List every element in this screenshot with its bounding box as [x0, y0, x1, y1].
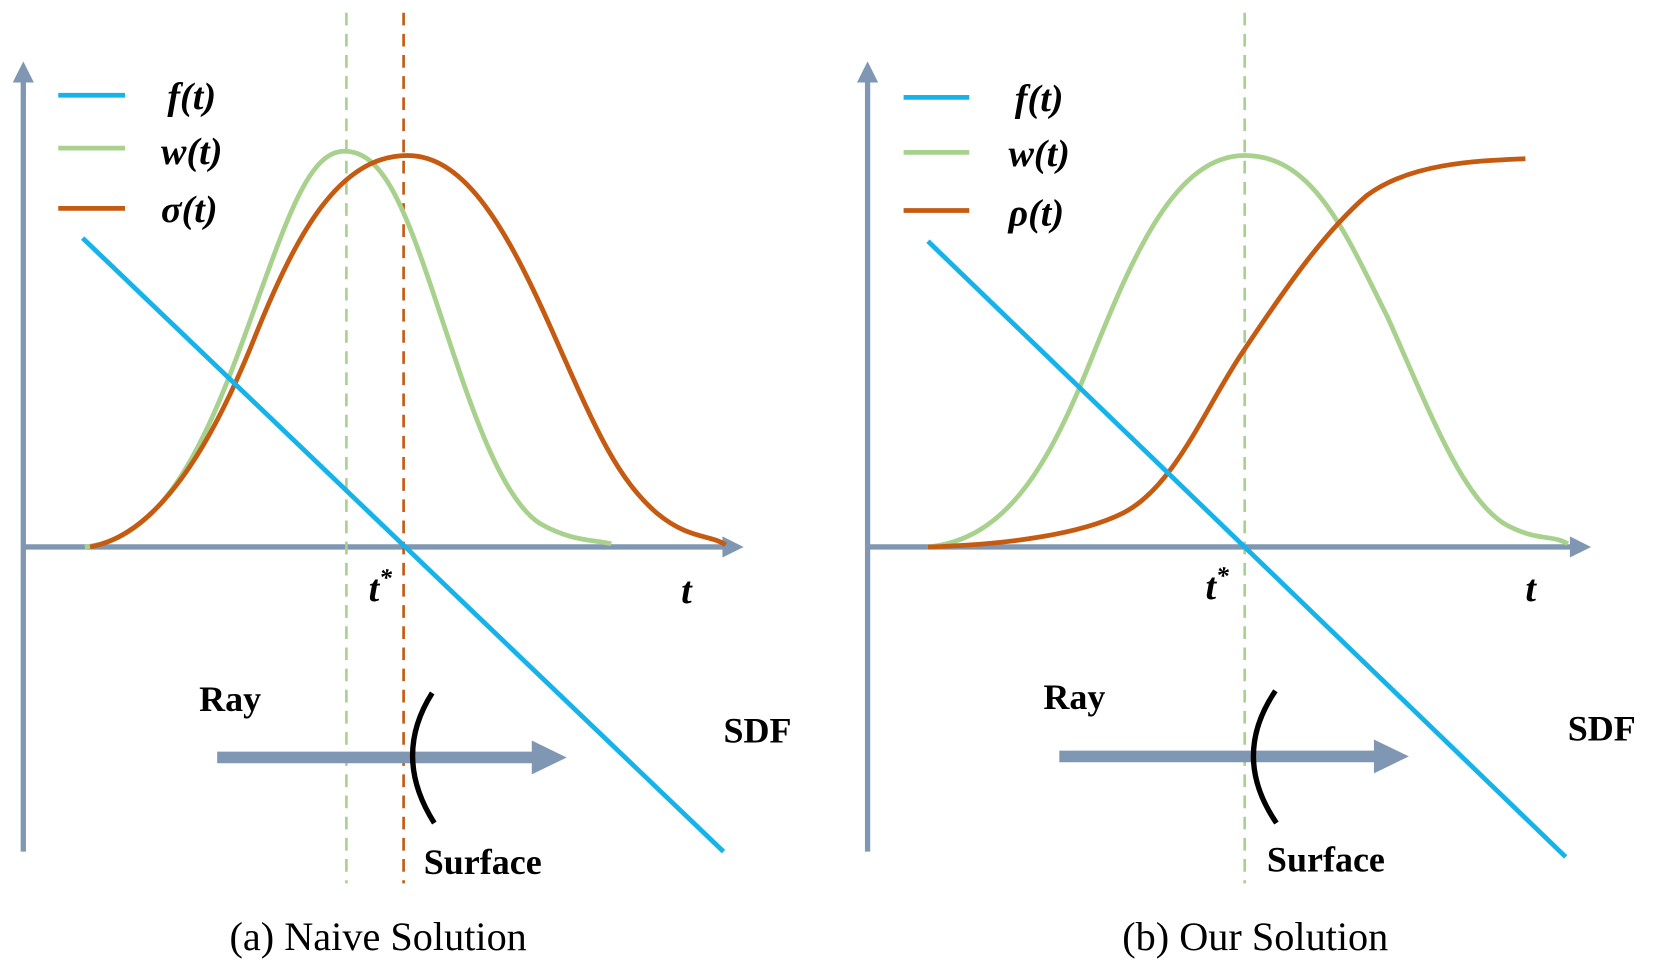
surface-label: Surface [424, 842, 542, 882]
t-star-base: t [1205, 566, 1217, 608]
caption: (b) Our Solution [1122, 914, 1388, 959]
surface-arc [409, 691, 437, 825]
t-star: t* [369, 564, 393, 610]
f-line [926, 239, 1568, 859]
ray-arrowhead [531, 740, 567, 775]
y-arrow [12, 61, 34, 83]
legend-label: ρ(t) [1007, 192, 1064, 234]
legend-label: w(t) [1008, 133, 1069, 175]
t-star-base: t [369, 568, 381, 610]
caption: (a) Naive Solution [230, 914, 527, 959]
t-star-sup: * [1216, 562, 1229, 590]
w-curve [84, 148, 612, 550]
legend-label: σ(t) [161, 189, 218, 231]
surface-label: Surface [1267, 840, 1385, 880]
f-line [80, 236, 726, 854]
panel-b: f(t) w(t) ρ(t) t* t Ray SDF Surface (b) … [856, 12, 1636, 959]
legend-label: f(t) [1015, 78, 1064, 120]
t-star-sup: * [379, 564, 392, 592]
legend-label: f(t) [167, 76, 216, 118]
surface-arc [1250, 689, 1279, 825]
ray-arrowhead [1373, 739, 1409, 774]
t-axis-label: t [1525, 568, 1537, 610]
t-axis-label: t [681, 570, 693, 612]
ray-label: Ray [199, 679, 261, 719]
y-arrow [856, 61, 879, 83]
w-curve [927, 153, 1570, 550]
panel-a: f(t) w(t) σ(t) t* t Ray SDF Surface (a) … [12, 12, 792, 959]
sdf-label: SDF [1568, 709, 1636, 749]
x-arrow [722, 536, 744, 558]
legend-label: w(t) [161, 131, 222, 173]
ray-label: Ray [1043, 677, 1105, 717]
rho-curve [927, 156, 1526, 550]
x-arrow [1569, 536, 1592, 558]
t-star: t* [1205, 562, 1229, 608]
sigma-curve [89, 153, 727, 550]
sdf-label: SDF [724, 711, 792, 751]
